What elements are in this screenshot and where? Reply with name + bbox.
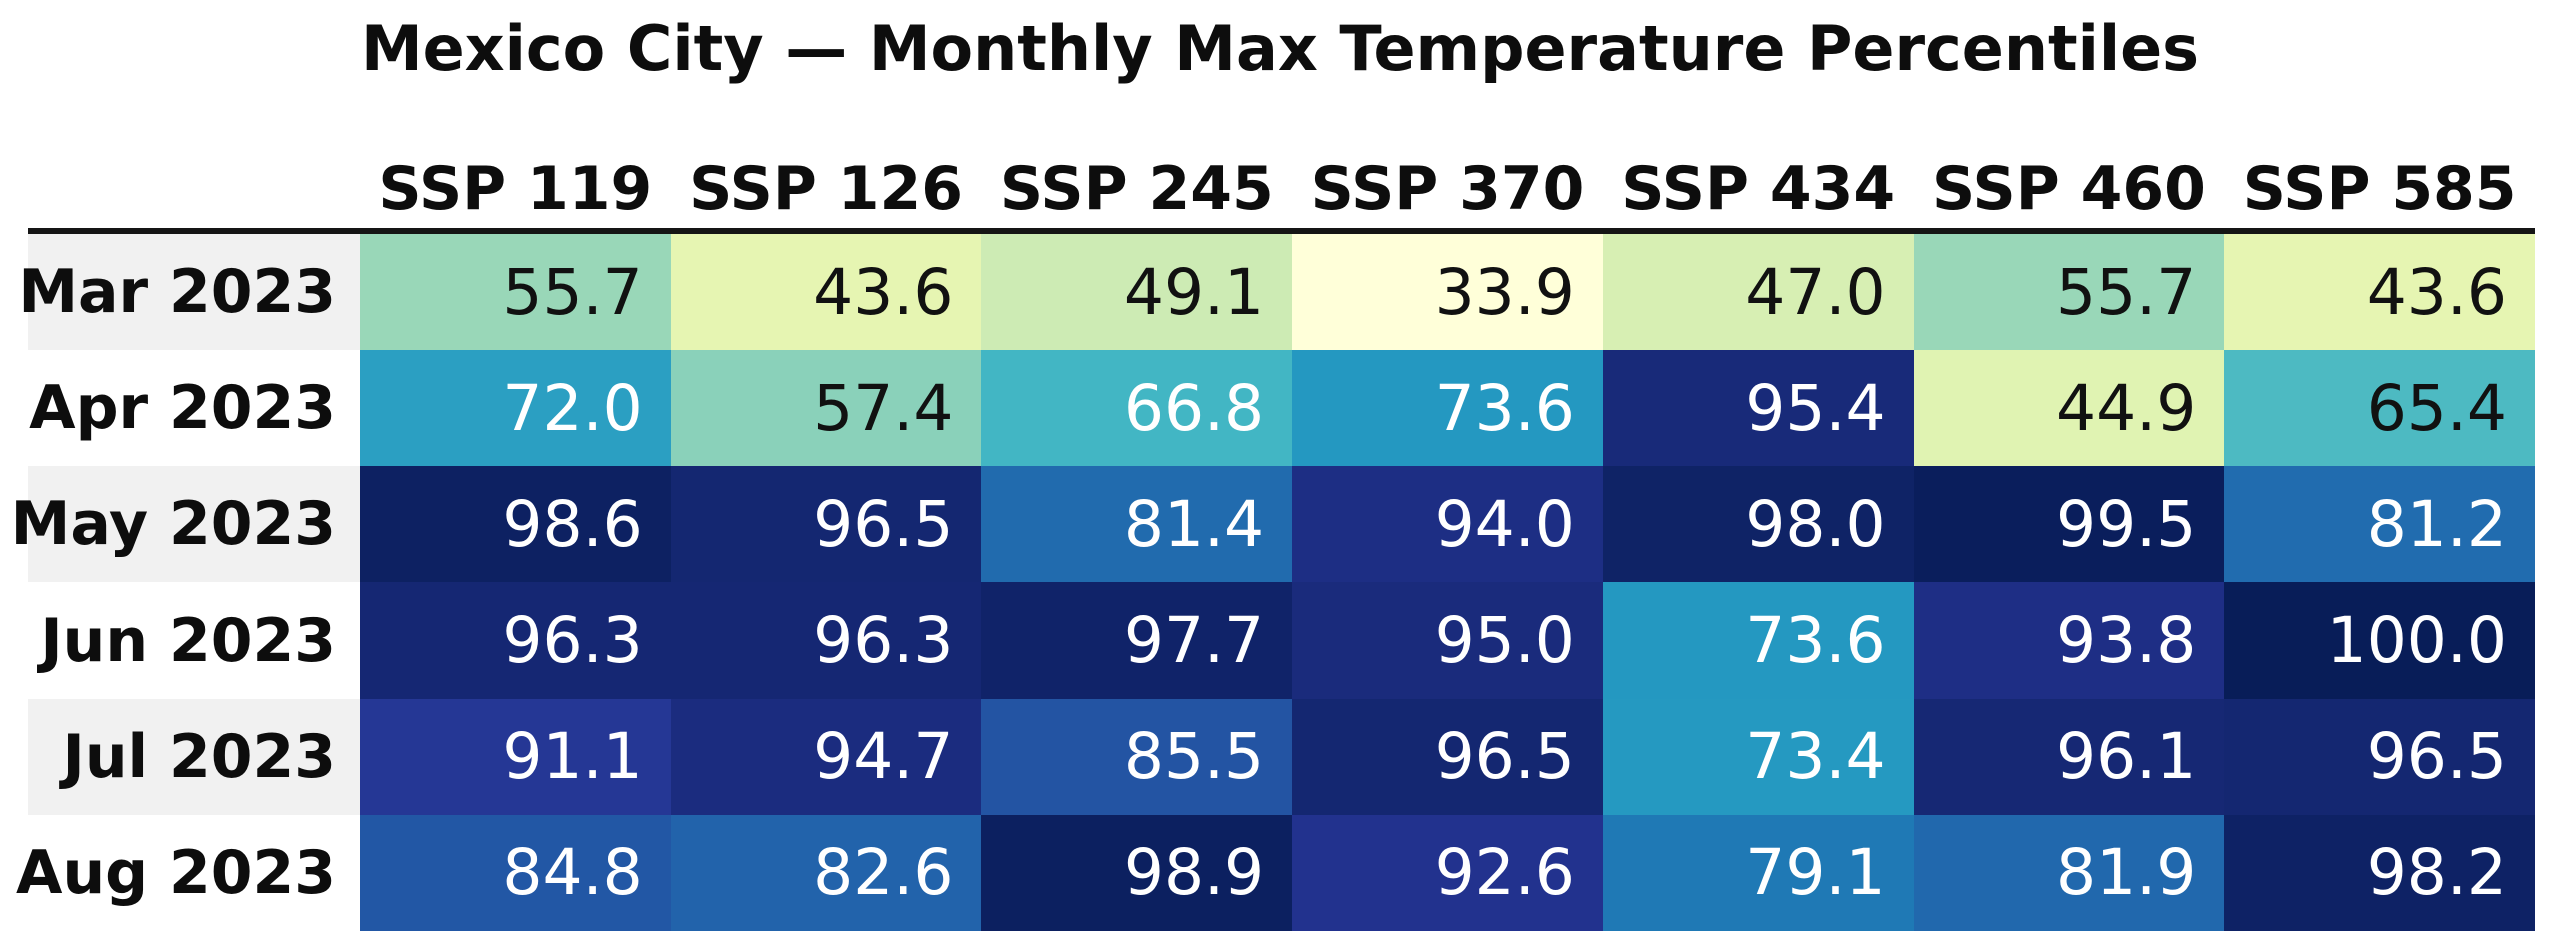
row-label: May 2023 (11, 466, 360, 583)
heatmap-cell: 96.5 (670, 466, 982, 583)
heatmap-cell: 98.0 (1602, 466, 1914, 583)
heatmap-cell: 94.0 (1292, 466, 1603, 583)
heatmap-cell: 73.4 (1602, 698, 1914, 815)
heatmap-cell: 82.6 (670, 814, 982, 931)
heatmap-cell: 47.0 (1602, 234, 1914, 351)
heatmap-cell: 55.7 (360, 234, 671, 351)
column-header-ssp-126: SSP 126 (689, 154, 963, 224)
heatmap-cell: 95.4 (1602, 350, 1914, 467)
heatmap-cell: 98.6 (360, 466, 671, 583)
table-row-mar-2023: Mar 2023 55.7 43.6 49.1 33.9 47.0 55.7 4… (18, 234, 2535, 351)
column-header-ssp-585: SSP 585 (2242, 154, 2517, 224)
heatmap-cell: 96.5 (2224, 698, 2535, 815)
heatmap-cell: 55.7 (1913, 234, 2225, 351)
heatmap-cell: 96.1 (1913, 698, 2225, 815)
row-label: Jul 2023 (28, 698, 360, 815)
heatmap-cell: 72.0 (360, 350, 671, 467)
heatmap-cell: 91.1 (360, 698, 671, 815)
heatmap-grid: Mar 2023 55.7 43.6 49.1 33.9 47.0 55.7 4… (11, 234, 2535, 931)
row-label: Mar 2023 (18, 234, 360, 351)
heatmap-cell: 99.5 (1913, 466, 2225, 583)
heatmap-cell: 33.9 (1292, 234, 1603, 351)
column-header-row: SSP 119 SSP 126 SSP 245 SSP 370 SSP 434 … (28, 138, 2535, 234)
heatmap-cell: 66.8 (981, 350, 1293, 467)
heatmap-cell: 81.2 (2224, 466, 2535, 583)
table-row-may-2023: May 2023 98.6 96.5 81.4 94.0 98.0 99.5 8… (11, 466, 2535, 583)
heatmap-cell: 81.9 (1913, 814, 2225, 931)
heatmap-cell: 65.4 (2224, 350, 2535, 467)
heatmap-cell: 98.2 (2224, 814, 2535, 931)
column-header-ssp-119: SSP 119 (378, 154, 653, 224)
heatmap-cell: 84.8 (360, 814, 671, 931)
heatmap-cell: 73.6 (1292, 350, 1603, 467)
corner-spacer (28, 138, 360, 228)
heatmap-cell: 96.5 (1292, 698, 1603, 815)
heatmap-cell: 79.1 (1602, 814, 1914, 931)
heatmap-cell: 95.0 (1292, 582, 1603, 699)
heatmap-cell: 96.3 (360, 582, 671, 699)
heatmap-cell: 97.7 (981, 582, 1293, 699)
table-row-jul-2023: Jul 2023 91.1 94.7 85.5 96.5 73.4 96.1 9… (28, 698, 2535, 815)
row-label: Jun 2023 (28, 582, 360, 699)
heatmap-cell: 81.4 (981, 466, 1293, 583)
heatmap-cell: 49.1 (981, 234, 1293, 351)
heatmap-cell: 73.6 (1602, 582, 1914, 699)
row-label: Apr 2023 (28, 350, 360, 467)
column-header-ssp-245: SSP 245 (999, 154, 1274, 224)
heatmap-cell: 100.0 (2224, 582, 2535, 699)
chart-title: Mexico City — Monthly Max Temperature Pe… (360, 12, 2200, 85)
heatmap-cell: 85.5 (981, 698, 1293, 815)
heatmap-cell: 96.3 (670, 582, 982, 699)
column-header-ssp-434: SSP 434 (1621, 154, 1896, 224)
row-label: Aug 2023 (16, 814, 360, 931)
heatmap-cell: 43.6 (670, 234, 982, 351)
heatmap-cell: 43.6 (2224, 234, 2535, 351)
table-row-apr-2023: Apr 2023 72.0 57.4 66.8 73.6 95.4 44.9 6… (28, 350, 2535, 467)
heatmap-cell: 98.9 (981, 814, 1293, 931)
heatmap-cell: 92.6 (1292, 814, 1603, 931)
column-header-ssp-370: SSP 370 (1310, 154, 1585, 224)
heatmap-cell: 44.9 (1913, 350, 2225, 467)
heatmap-cell: 94.7 (670, 698, 982, 815)
heatmap-cell: 57.4 (670, 350, 982, 467)
heatmap-cell: 93.8 (1913, 582, 2225, 699)
table-row-jun-2023: Jun 2023 96.3 96.3 97.7 95.0 73.6 93.8 1… (28, 582, 2535, 699)
table-row-aug-2023: Aug 2023 84.8 82.6 98.9 92.6 79.1 81.9 9… (16, 814, 2535, 931)
column-header-ssp-460: SSP 460 (1932, 154, 2206, 224)
